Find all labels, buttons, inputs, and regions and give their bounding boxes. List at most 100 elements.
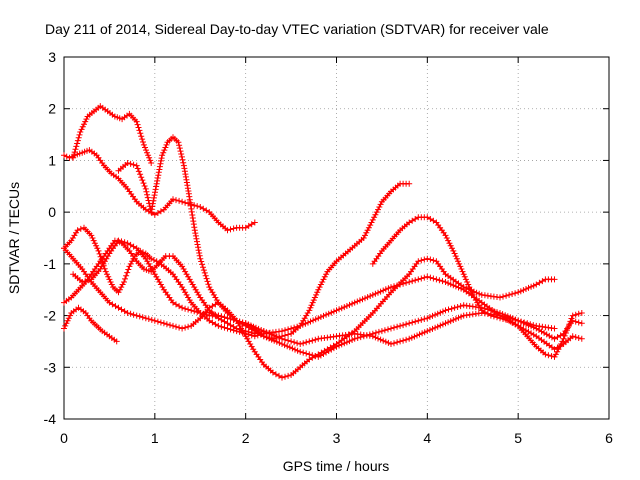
data-point: [90, 237, 97, 244]
data-point: [388, 325, 394, 332]
data-point: [476, 290, 483, 297]
data-point: [466, 284, 473, 291]
data-point: [88, 232, 95, 239]
data-point: [512, 316, 519, 323]
data-point: [432, 324, 439, 331]
data-point: [140, 139, 146, 145]
data-point: [506, 291, 513, 298]
data-point: [338, 341, 345, 348]
data-point: [282, 336, 288, 343]
data-point: [336, 306, 343, 313]
data-point: [328, 309, 335, 316]
data-point: [248, 221, 255, 228]
data-point: [153, 183, 160, 190]
data-point: [134, 165, 141, 172]
data-point: [569, 333, 576, 340]
data-point: [154, 175, 161, 181]
data-point: [323, 311, 330, 318]
data-point: [79, 123, 86, 130]
data-point: [258, 327, 265, 333]
data-point: [343, 339, 350, 346]
data-point: [133, 118, 140, 125]
data-point: [578, 335, 585, 342]
data-point: [282, 373, 288, 380]
data-point: [455, 258, 461, 265]
data-point: [406, 279, 413, 285]
data-point: [173, 301, 179, 308]
data-point: [320, 312, 327, 319]
data-point: [271, 332, 278, 339]
data-point: [408, 334, 415, 341]
data-point: [452, 315, 459, 322]
data-point: [206, 310, 213, 316]
data-point: [512, 290, 519, 297]
data-point: [209, 310, 216, 317]
data-point: [63, 153, 70, 160]
data-point: [227, 226, 234, 233]
data-point: [468, 289, 475, 296]
data-point: [467, 286, 474, 293]
data-point: [521, 319, 528, 326]
data-point: [382, 286, 389, 293]
data-point: [338, 305, 345, 312]
data-point: [248, 329, 255, 336]
data-point: [426, 314, 433, 320]
data-point: [236, 318, 243, 325]
y-tick-label: 0: [48, 204, 56, 220]
data-point: [306, 307, 313, 314]
data-point: [436, 277, 443, 284]
data-point: [294, 347, 301, 354]
data-point: [292, 346, 298, 353]
data-point: [167, 322, 173, 329]
data-point: [362, 232, 368, 239]
data-point: [233, 317, 240, 324]
data-point: [77, 225, 84, 232]
data-point: [260, 333, 267, 340]
data-point: [363, 229, 370, 236]
data-point: [346, 338, 353, 345]
data-point: [279, 341, 285, 347]
data-point: [127, 260, 134, 267]
data-point: [450, 282, 457, 289]
data-point: [136, 313, 143, 320]
data-point: [430, 275, 437, 282]
data-point: [143, 188, 150, 195]
data-point: [362, 295, 368, 302]
data-point: [465, 281, 472, 288]
data-point: [548, 353, 555, 360]
data-point: [285, 337, 292, 344]
data-point: [230, 225, 237, 232]
data-point: [201, 269, 208, 276]
data-point: [351, 299, 358, 306]
data-point: [391, 324, 397, 331]
data-point: [437, 322, 444, 329]
series-track-3: [70, 103, 155, 166]
data-point: [551, 325, 558, 332]
data-point: [509, 291, 516, 297]
data-point: [151, 317, 158, 324]
data-point: [319, 279, 326, 285]
data-point: [424, 315, 431, 322]
data-point: [303, 350, 310, 357]
data-point: [388, 284, 394, 291]
data-point: [242, 320, 249, 327]
data-point: [394, 323, 401, 330]
data-point: [434, 310, 441, 317]
data-point: [178, 153, 185, 160]
data-point: [418, 257, 425, 264]
data-point: [285, 372, 292, 379]
data-point: [104, 271, 110, 278]
data-point: [403, 336, 410, 343]
data-point: [282, 327, 288, 334]
data-point: [412, 216, 419, 222]
data-point: [127, 160, 134, 167]
y-tick-label: -3: [44, 359, 57, 375]
data-point: [421, 256, 428, 263]
data-point: [578, 320, 585, 327]
data-point: [253, 324, 259, 331]
data-point: [179, 325, 186, 332]
series-line: [63, 226, 582, 350]
data-point: [136, 127, 143, 134]
data-point: [562, 330, 569, 336]
data-point: [224, 227, 231, 234]
